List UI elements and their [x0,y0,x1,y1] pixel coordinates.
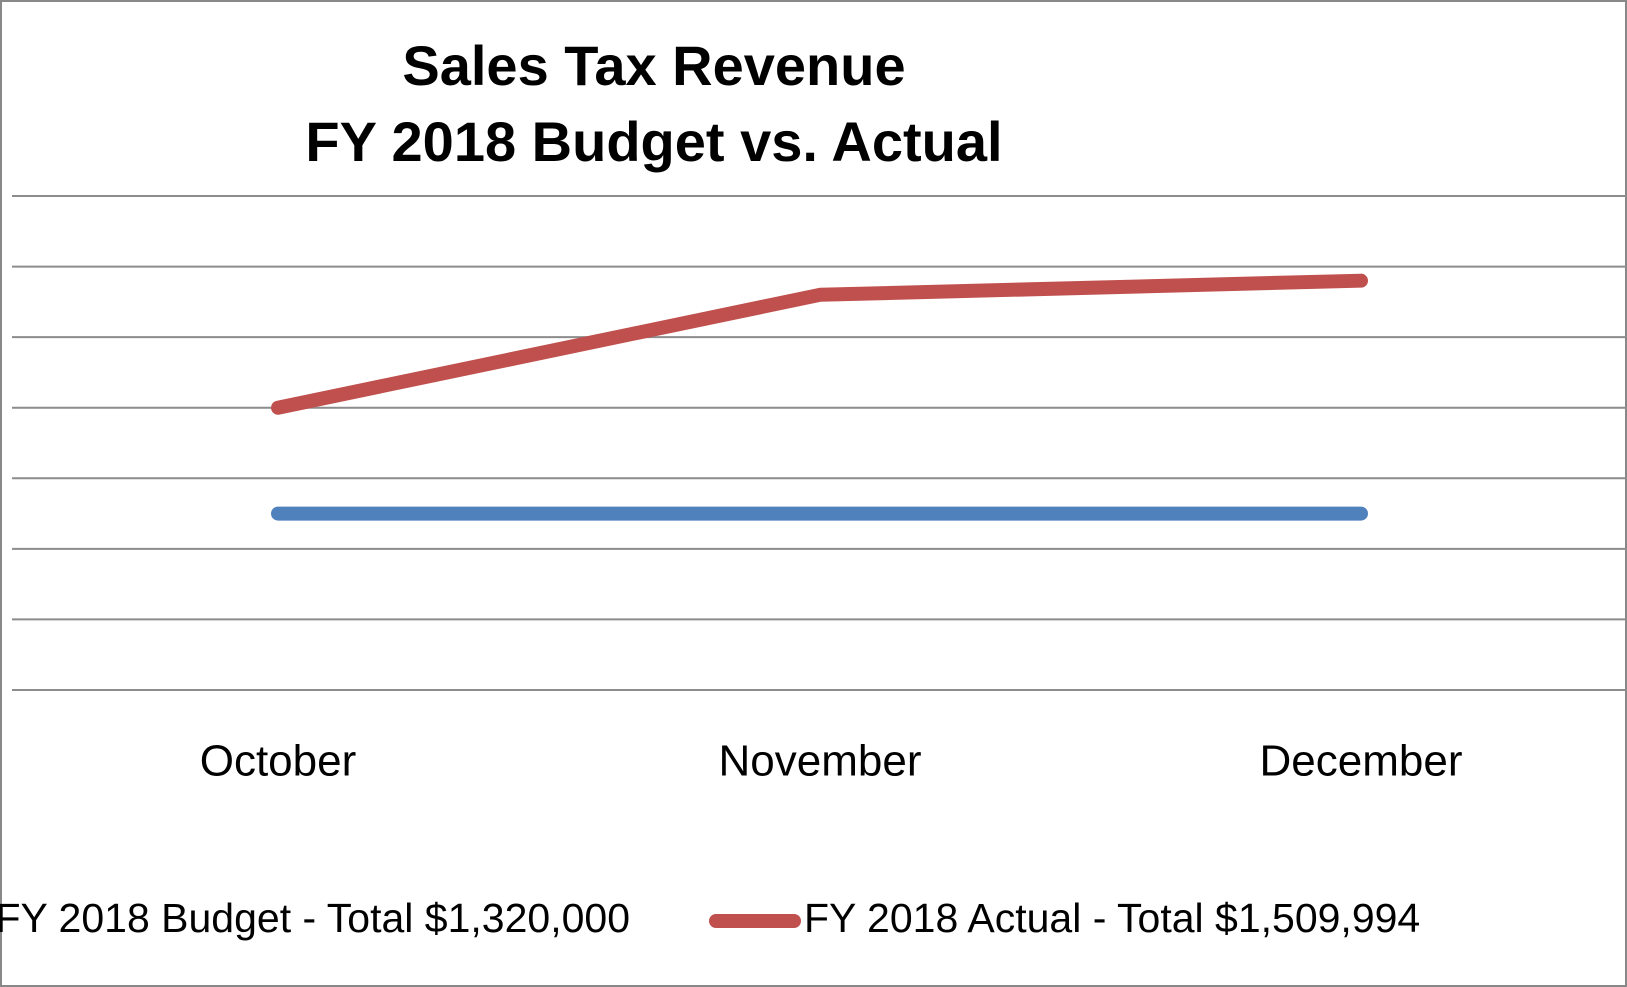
chart-title: FY 2018 Budget vs. Actual [305,110,1002,173]
series-line [271,273,1368,415]
chart-title: Sales Tax Revenue [402,34,905,97]
legend-label: FY 2018 Actual - Total $1,509,994 [804,895,1420,941]
x-tick-label: November [719,737,922,786]
legend-label: FY 2018 Budget - Total $1,320,000 [0,895,630,941]
x-tick-label: October [200,737,357,786]
x-tick-label: December [1260,737,1463,786]
